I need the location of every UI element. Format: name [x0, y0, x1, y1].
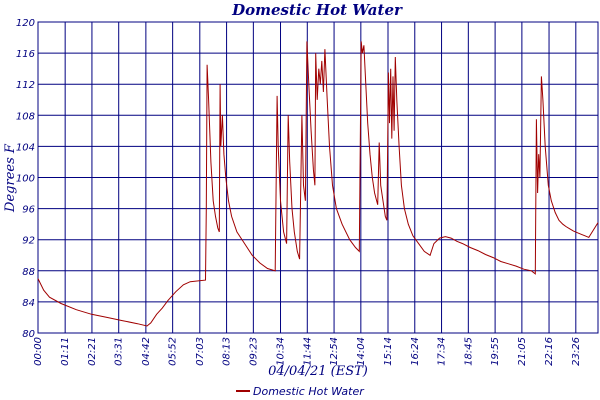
x-tick-label: 01:11	[60, 337, 71, 366]
y-tick-label: 80	[22, 329, 35, 340]
x-tick-label: 12:54	[329, 337, 340, 366]
x-tick-label: 08:13	[222, 337, 233, 366]
x-tick-label: 15:14	[383, 337, 394, 366]
x-tick-label: 04:42	[141, 337, 152, 366]
x-axis-ticks: 00:00 01:11 02:21 03:31 04:42 05:52 07:03 08:13…	[33, 337, 582, 366]
chart-title: Domestic Hot Water	[231, 1, 403, 19]
y-tick-label: 92	[22, 236, 35, 247]
x-tick-label: 23:26	[571, 337, 582, 366]
x-tick-label: 21:05	[517, 337, 528, 366]
y-axis-ticks: 80 84 88 92 96 100 104 108 112 116 120	[16, 18, 35, 340]
x-tick-label: 02:21	[87, 337, 98, 366]
x-tick-label: 10:34	[276, 337, 287, 366]
x-tick-label: 18:45	[463, 337, 474, 366]
y-tick-label: 88	[22, 267, 35, 278]
y-tick-label: 96	[22, 205, 35, 216]
series-line-domestic-hot-water	[37, 41, 599, 327]
y-tick-label: 112	[16, 80, 35, 91]
x-axis-label: 04/04/21 (EST)	[268, 364, 368, 379]
legend: Domestic Hot Water	[236, 385, 365, 398]
y-tick-label: 100	[16, 174, 35, 185]
x-tick-label: 16:24	[410, 337, 421, 366]
x-tick-label: 09:23	[248, 337, 259, 366]
x-tick-label: 11:44	[302, 337, 313, 366]
y-tick-label: 104	[16, 142, 35, 153]
y-tick-label: 84	[22, 298, 35, 309]
y-axis-label: Degrees F	[3, 143, 18, 213]
y-tick-label: 108	[16, 111, 35, 122]
x-tick-label: 07:03	[195, 337, 206, 366]
grid	[37, 21, 599, 334]
y-tick-label: 116	[16, 49, 35, 60]
x-tick-label: 22:16	[544, 337, 555, 366]
x-tick-label: 03:31	[114, 337, 125, 366]
x-tick-label: 05:52	[168, 337, 179, 366]
y-tick-label: 120	[16, 18, 35, 29]
x-tick-label: 19:55	[490, 337, 501, 366]
x-tick-label: 00:00	[33, 337, 44, 366]
x-tick-label: 17:34	[437, 337, 448, 366]
x-tick-label: 14:04	[356, 337, 367, 366]
legend-label: Domestic Hot Water	[253, 385, 365, 398]
